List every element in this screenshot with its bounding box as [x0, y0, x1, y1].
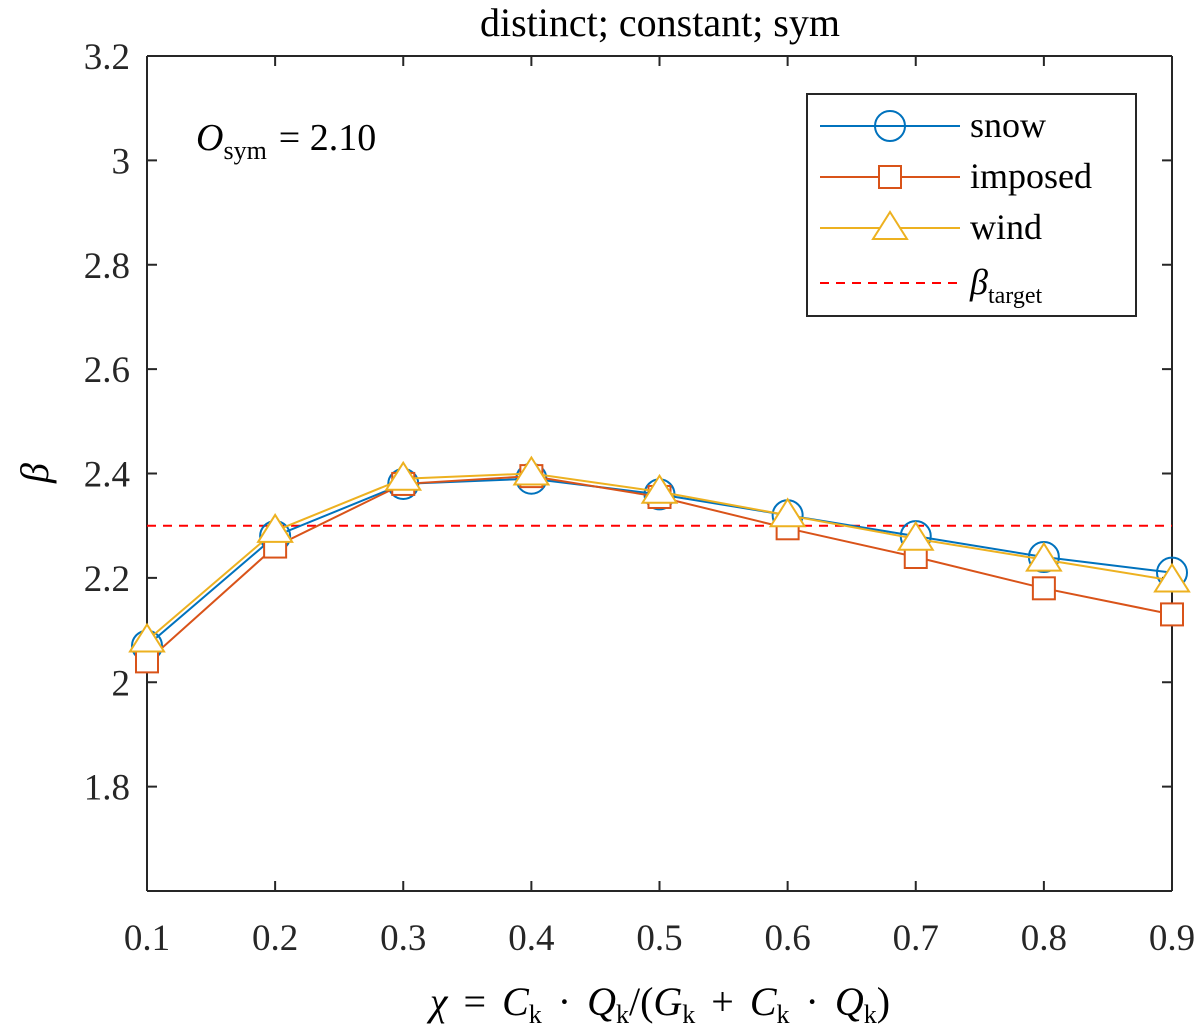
xlabel-k5: k [864, 1000, 877, 1028]
annotation-sub: sym [223, 136, 266, 165]
xlabel-chi: χ [426, 979, 449, 1024]
o-sym-annotation: Osym = 2.10 [196, 117, 376, 165]
data-point-wind [896, 520, 935, 551]
legend-target-symbol: β [969, 262, 988, 302]
x-tick-label: 0.8 [1021, 918, 1067, 959]
y-tick-label: 2.4 [84, 455, 130, 496]
xlabel-k2: k [616, 1000, 629, 1028]
data-point-wind [384, 460, 423, 491]
y-tick-label: 2.6 [84, 350, 130, 391]
y-tick-label: 2.2 [84, 559, 130, 600]
x-tick-label: 0.4 [508, 918, 554, 959]
data-point-wind [128, 622, 166, 653]
x-tick-label: 0.7 [893, 918, 939, 959]
xlabel-eq: = [464, 979, 487, 1024]
x-tick-label: 0.3 [380, 918, 426, 959]
x-axis-label: χ = Ck · Qk/(Gk + Ck · Qk) [426, 979, 890, 1028]
axis-ticks [146, 55, 1173, 891]
xlabel-k1: k [529, 1000, 542, 1028]
y-tick-labels: 1.8 2 2.2 2.4 2.6 2.8 3 3.2 [84, 37, 130, 809]
y-tick-label: 2.8 [84, 246, 130, 287]
x-tick-label: 0.9 [1149, 918, 1195, 959]
data-point-imposed [135, 649, 159, 674]
data-point-imposed [1031, 576, 1056, 601]
y-tick-label: 1.8 [84, 768, 130, 809]
annotation-o: O [196, 117, 223, 159]
xlabel-q1: Q [587, 979, 616, 1024]
xlabel-c1: C [502, 979, 530, 1024]
xlabel-g: G [653, 979, 682, 1024]
xlabel-plus: + [711, 979, 734, 1024]
data-point-wind [640, 473, 679, 504]
xlabel-q2: Q [835, 979, 864, 1024]
y-tick-label: 2 [112, 663, 131, 704]
xlabel-close: ) [877, 979, 890, 1024]
series-wind [128, 455, 1191, 653]
data-point-wind [256, 513, 294, 543]
data-point-wind [768, 497, 807, 528]
legend-label-snow: snow [970, 105, 1046, 145]
y-axis-label: β [12, 463, 57, 484]
xlabel-dot1: · [558, 979, 571, 1024]
legend-label-imposed: imposed [970, 156, 1092, 196]
chart-title: distinct; constant; sym [480, 0, 840, 45]
x-tick-label: 0.1 [124, 918, 170, 959]
legend-marker-wind [871, 210, 909, 240]
data-point-wind [1025, 541, 1063, 572]
legend-marker-imposed [878, 165, 902, 189]
x-tick-label: 0.5 [636, 918, 682, 959]
data-point-wind [1153, 562, 1191, 593]
series-group [128, 455, 1191, 674]
legend-target-sub: target [988, 283, 1043, 309]
xlabel-dot2: · [806, 979, 819, 1024]
data-point-imposed [1160, 602, 1184, 627]
x-tick-label: 0.6 [765, 918, 811, 959]
y-tick-label: 3.2 [84, 37, 130, 78]
annotation-value: = 2.10 [279, 117, 376, 159]
xlabel-c2: C [750, 979, 778, 1024]
legend: snow imposed wind βtarget [806, 93, 1137, 317]
x-tick-label: 0.2 [252, 918, 298, 959]
legend-label-wind: wind [970, 207, 1042, 247]
x-tick-labels: 0.1 0.2 0.3 0.4 0.5 0.6 0.7 0.8 0.9 [124, 918, 1195, 959]
xlabel-k3: k [682, 1000, 695, 1028]
data-point-wind [512, 455, 551, 486]
legend-box [806, 93, 1137, 317]
xlabel-k4: k [777, 1000, 790, 1028]
xlabel-slash: /( [629, 979, 653, 1024]
legend-marker-snow [874, 110, 906, 142]
y-tick-label: 3 [112, 141, 131, 182]
legend-target-label: βtarget [969, 262, 1042, 309]
